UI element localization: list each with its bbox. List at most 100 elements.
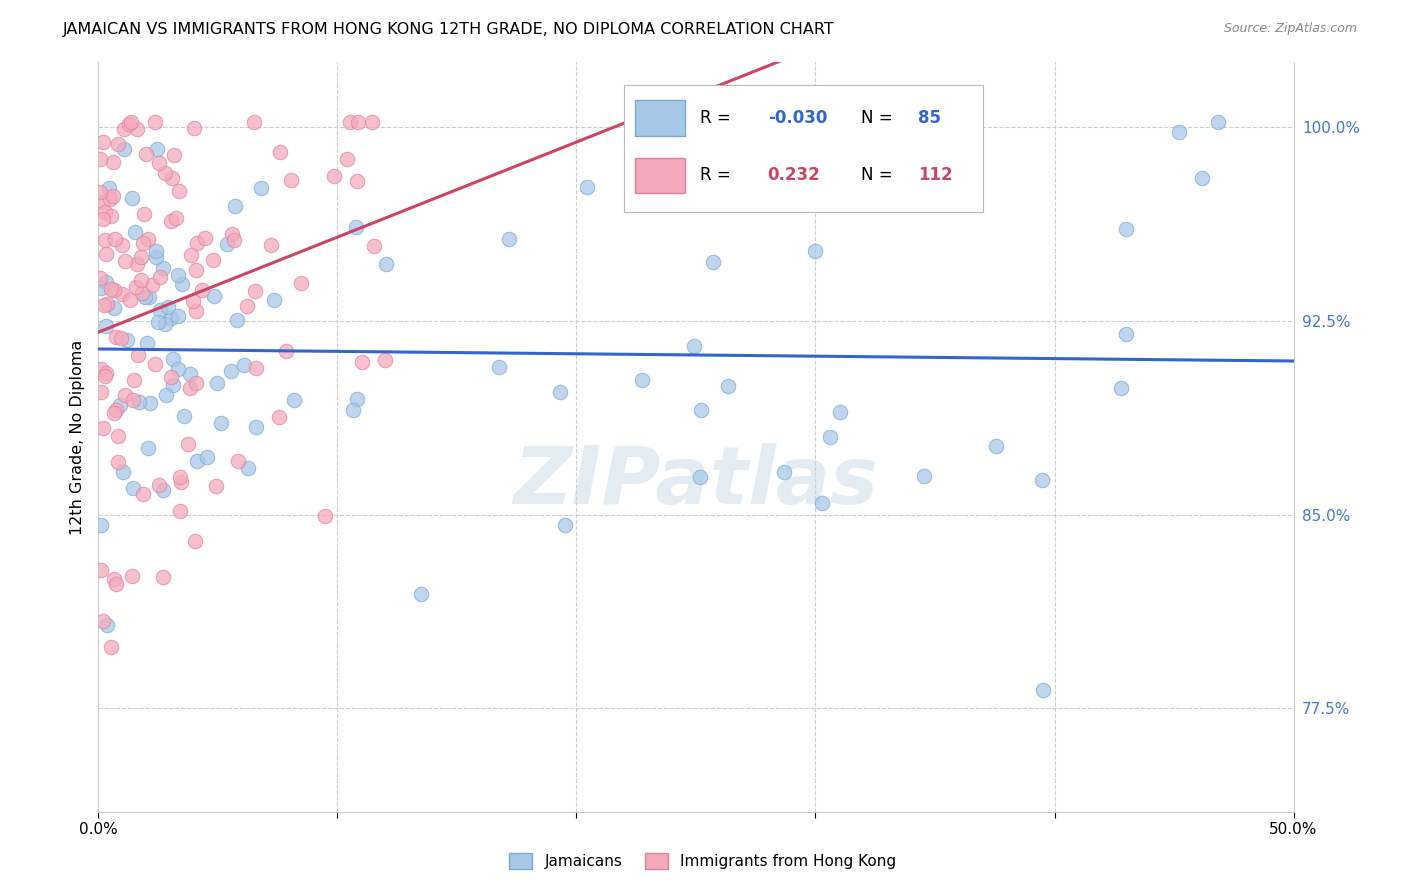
Point <box>146 142 169 156</box>
Point <box>1191 171 1213 186</box>
Point <box>202 289 225 303</box>
Point <box>191 283 214 297</box>
Point <box>1109 381 1132 395</box>
Point <box>1032 683 1054 698</box>
Point <box>90 563 112 577</box>
Point <box>283 393 305 408</box>
Point <box>120 115 142 129</box>
Point <box>148 478 170 492</box>
Point <box>162 351 184 366</box>
Point <box>103 283 125 297</box>
Point <box>91 135 114 149</box>
Point <box>125 280 148 294</box>
Point <box>145 250 167 264</box>
Point <box>157 301 180 315</box>
Point <box>122 373 145 387</box>
Point <box>121 191 143 205</box>
Point <box>148 315 170 329</box>
Point <box>184 534 207 549</box>
Point <box>96 297 118 311</box>
Point <box>346 115 368 129</box>
Point <box>184 263 207 277</box>
Point <box>105 330 128 344</box>
Point <box>236 461 259 475</box>
Point <box>1031 474 1053 488</box>
Point <box>179 367 201 381</box>
Point <box>221 227 243 242</box>
Point <box>167 361 190 376</box>
Point <box>689 403 711 417</box>
Point <box>122 392 145 407</box>
Point <box>112 466 135 480</box>
Point <box>207 376 229 390</box>
Point <box>323 169 346 183</box>
Point <box>260 238 283 252</box>
Point <box>149 270 172 285</box>
Point <box>243 285 266 299</box>
Point <box>136 335 159 350</box>
Point <box>717 378 740 392</box>
Point <box>224 233 246 247</box>
Point <box>91 194 114 209</box>
Point <box>224 199 246 213</box>
Point <box>103 406 125 420</box>
Point <box>127 348 149 362</box>
Point <box>576 179 599 194</box>
Point <box>488 360 510 375</box>
Point <box>139 396 162 410</box>
Point <box>94 233 117 247</box>
Point <box>103 301 125 315</box>
Point <box>186 235 208 250</box>
Point <box>181 294 204 309</box>
Point <box>374 353 396 368</box>
Point <box>143 115 166 129</box>
Point <box>1115 326 1137 341</box>
Point <box>100 282 122 296</box>
Point <box>114 388 136 402</box>
Point <box>108 398 131 412</box>
Point <box>830 405 852 419</box>
Point <box>169 504 191 518</box>
Point <box>183 121 205 136</box>
Point <box>127 257 149 271</box>
Point <box>90 361 112 376</box>
Point <box>112 142 135 156</box>
Point <box>804 244 827 258</box>
Point <box>250 181 273 195</box>
Point <box>104 232 127 246</box>
Point <box>127 122 149 136</box>
Point <box>346 392 368 407</box>
Point <box>120 293 142 308</box>
Point <box>683 339 706 353</box>
Point <box>104 576 127 591</box>
Point <box>177 437 200 451</box>
Point <box>179 381 201 395</box>
Point <box>180 248 202 262</box>
Point <box>111 238 134 252</box>
Point <box>245 360 267 375</box>
Point <box>129 250 152 264</box>
Point <box>89 185 111 199</box>
Point <box>205 478 228 492</box>
Point <box>160 370 183 384</box>
Point <box>173 409 195 423</box>
Point <box>132 487 155 501</box>
Point <box>1115 222 1137 236</box>
Point <box>94 366 117 380</box>
Point <box>194 231 217 245</box>
Point <box>184 303 207 318</box>
Point <box>149 303 172 318</box>
Point <box>554 518 576 533</box>
Point <box>136 232 159 246</box>
Point <box>169 470 191 484</box>
Point <box>689 470 711 484</box>
Point <box>124 225 146 239</box>
Point <box>346 173 368 187</box>
Point <box>93 368 115 383</box>
Point <box>90 385 112 400</box>
Point <box>103 572 125 586</box>
Point <box>363 239 385 253</box>
Point <box>290 277 312 291</box>
Point <box>314 508 336 523</box>
Point <box>184 376 207 390</box>
